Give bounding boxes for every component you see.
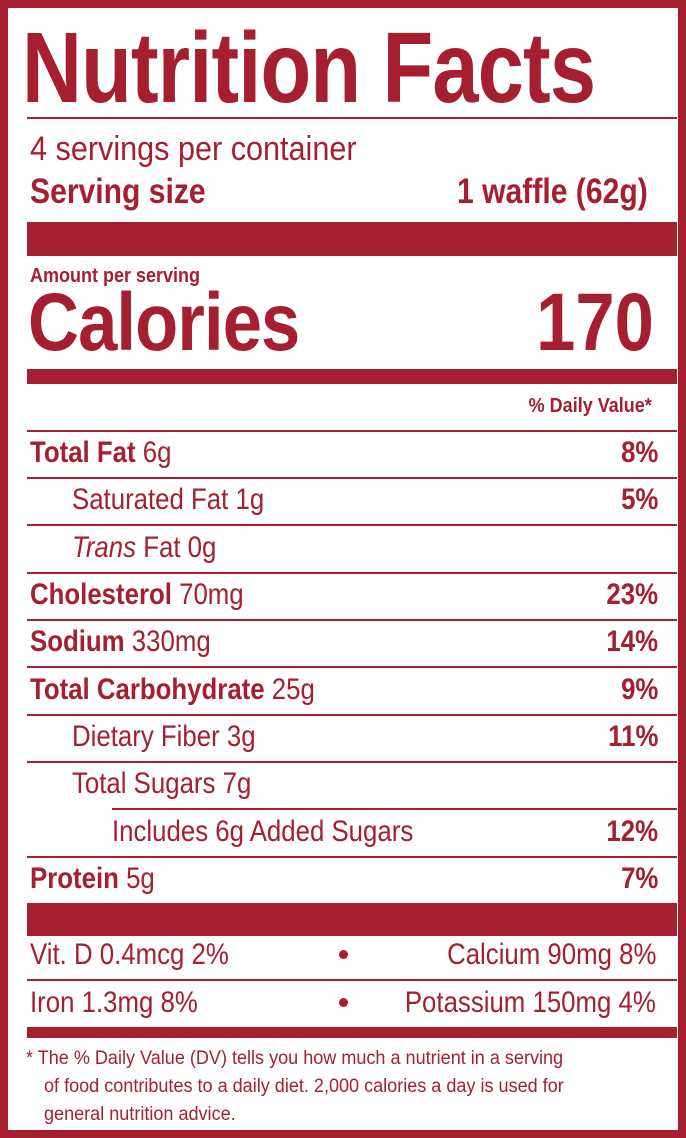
bullet-dot — [339, 950, 348, 959]
nutrient-name-italic: Trans — [72, 531, 137, 564]
nutrient-amount: 3g — [226, 720, 256, 753]
vitamin-d: Vit. D 0.4mcg 2% — [30, 938, 229, 971]
nutrient-row-dietary-fiber: Dietary Fiber 3g — [72, 722, 256, 752]
potassium: Potassium 150mg 4% — [405, 986, 656, 1019]
nutrient-amount: 7g — [222, 767, 252, 800]
footnote-divider — [27, 1027, 677, 1038]
row-divider — [27, 666, 677, 668]
row-divider — [27, 572, 677, 574]
nutrient-row-total-fat: Total Fat 6g — [30, 438, 171, 468]
nutrient-amount: 330mg — [131, 625, 211, 658]
label-title: Nutrition Facts — [22, 12, 596, 124]
nutrient-row-added-sugars: Includes 6g Added Sugars — [112, 815, 414, 848]
calories-value: 170 — [536, 277, 654, 368]
nutrient-name: Dietary Fiber — [72, 720, 220, 753]
bullet-dot — [339, 998, 348, 1007]
nutrient-row-protein: Protein 5g — [30, 864, 155, 894]
daily-value-header: % Daily Value* — [528, 395, 652, 417]
amount-per-serving: Amount per serving — [30, 265, 201, 287]
nutrient-amount: 70mg — [179, 578, 244, 611]
nutrient-name: Total Carbohydrate — [30, 673, 265, 706]
thick-divider-top — [27, 222, 677, 256]
iron: Iron 1.3mg 8% — [30, 986, 198, 1019]
nutrient-amount: 5g — [126, 862, 155, 895]
nutrient-amount: 1g — [235, 483, 265, 516]
row-divider — [27, 524, 677, 526]
nutrient-row-cholesterol: Cholesterol 70mg — [30, 580, 244, 610]
serving-size-label: Serving size — [30, 172, 206, 211]
row-divider — [27, 856, 677, 858]
row-divider — [27, 477, 677, 479]
nutrient-amount: 25g — [271, 673, 315, 706]
nutrient-amount: 0g — [187, 531, 217, 564]
row-divider — [27, 979, 677, 981]
dv-cholesterol: 23% — [606, 578, 658, 611]
dv-saturated-fat: 5% — [620, 483, 658, 516]
dv-sodium: 14% — [606, 625, 658, 658]
row-divider — [27, 619, 677, 621]
dv-protein: 7% — [620, 862, 658, 895]
title-divider — [27, 117, 677, 119]
footnote-line-2: of food contributes to a daily diet. 2,0… — [44, 1076, 564, 1097]
dv-total-fat: 8% — [620, 436, 658, 469]
row-divider — [112, 808, 677, 810]
dv-total-carbohydrate: 9% — [620, 673, 658, 706]
nutrient-row-trans-fat: Trans Fat 0g — [72, 533, 216, 563]
nutrient-amount: 6g — [142, 436, 172, 469]
serving-size-value: 1 waffle (62g) — [457, 172, 648, 211]
nutrient-name: Protein — [30, 862, 119, 895]
row-divider — [27, 761, 677, 763]
nutrient-name: Sodium — [30, 625, 125, 658]
calories-divider — [27, 369, 677, 384]
row-divider — [27, 714, 677, 716]
calcium: Calcium 90mg 8% — [446, 938, 656, 971]
nutrient-name: Fat — [143, 531, 181, 564]
footnote-line-1: * The % Daily Value (DV) tells you how m… — [26, 1048, 564, 1069]
nutrient-name: Cholesterol — [30, 578, 172, 611]
dv-dietary-fiber: 11% — [607, 720, 658, 753]
dv-added-sugars: 12% — [606, 815, 658, 848]
nutrient-row-total-sugars: Total Sugars 7g — [72, 769, 251, 799]
footnote-line-3: general nutrition advice. — [44, 1104, 236, 1125]
nutrient-row-sodium: Sodium 330mg — [30, 627, 211, 657]
nutrient-row-saturated-fat: Saturated Fat 1g — [72, 485, 264, 515]
calories-label: Calories — [28, 277, 300, 368]
nutrient-name: Saturated Fat — [72, 483, 229, 516]
nutrient-name: Total Sugars — [72, 767, 216, 800]
nutrient-row-total-carbohydrate: Total Carbohydrate 25g — [30, 675, 315, 705]
thick-divider-vitamins — [27, 903, 677, 936]
row-divider — [27, 430, 677, 432]
servings-per-container: 4 servings per container — [30, 130, 357, 168]
nutrient-name: Total Fat — [30, 436, 136, 469]
